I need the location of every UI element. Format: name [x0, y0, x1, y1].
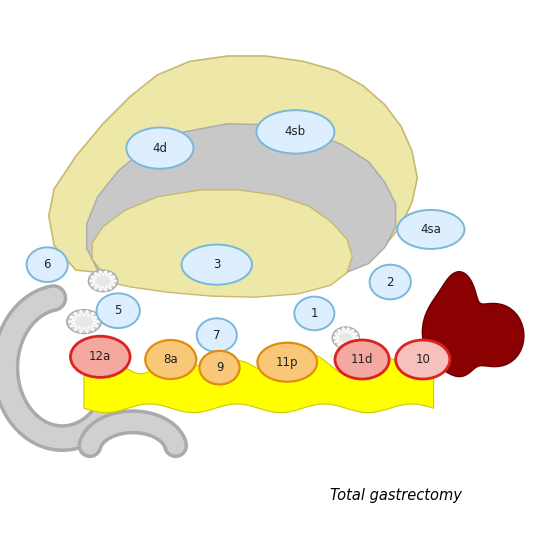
Text: 3: 3: [213, 258, 221, 271]
Ellipse shape: [335, 340, 389, 379]
Ellipse shape: [145, 340, 196, 379]
Text: 4sb: 4sb: [285, 126, 306, 138]
Text: 7: 7: [213, 328, 221, 342]
Text: Total gastrectomy: Total gastrectomy: [330, 488, 462, 503]
Ellipse shape: [257, 343, 317, 382]
Text: 2: 2: [386, 276, 394, 289]
Text: 11d: 11d: [351, 353, 373, 366]
Text: 1: 1: [311, 307, 318, 320]
Polygon shape: [422, 272, 524, 377]
Polygon shape: [69, 310, 100, 333]
Polygon shape: [334, 328, 358, 348]
Ellipse shape: [199, 351, 240, 385]
Ellipse shape: [96, 293, 140, 328]
Ellipse shape: [182, 245, 252, 285]
Polygon shape: [49, 56, 417, 281]
Ellipse shape: [197, 318, 237, 352]
Ellipse shape: [70, 336, 130, 377]
Text: 6: 6: [43, 258, 51, 271]
Ellipse shape: [256, 110, 334, 154]
Polygon shape: [92, 190, 352, 297]
Text: 12a: 12a: [89, 350, 112, 363]
Ellipse shape: [294, 296, 334, 330]
Ellipse shape: [67, 310, 101, 333]
Text: 11p: 11p: [276, 356, 299, 369]
Ellipse shape: [397, 210, 464, 249]
Ellipse shape: [332, 327, 359, 349]
Ellipse shape: [126, 127, 193, 169]
Polygon shape: [84, 354, 434, 413]
Polygon shape: [90, 271, 116, 291]
Text: 4sa: 4sa: [421, 223, 441, 236]
Ellipse shape: [396, 340, 450, 379]
Text: 4d: 4d: [152, 142, 167, 155]
Text: 10: 10: [415, 353, 430, 366]
Text: 8a: 8a: [164, 353, 178, 366]
Text: 5: 5: [114, 304, 122, 317]
Ellipse shape: [27, 247, 68, 282]
Ellipse shape: [370, 264, 411, 299]
Ellipse shape: [88, 270, 118, 292]
Text: 9: 9: [216, 361, 223, 374]
Polygon shape: [87, 124, 396, 283]
